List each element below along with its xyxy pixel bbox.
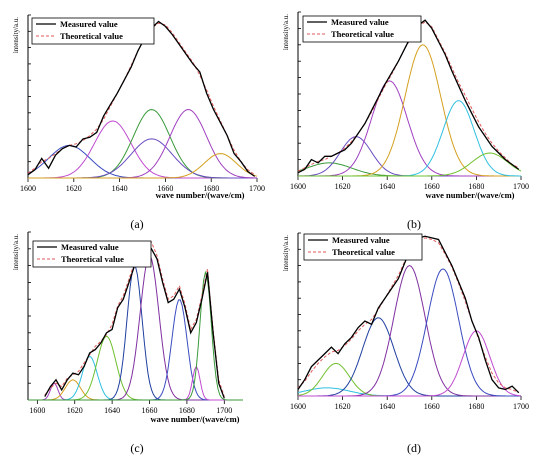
legend-box [303,233,423,261]
x-tick-label: 1660 [142,406,158,415]
y-axis-label: intensity/a.u. [12,17,20,53]
x-tick-label: 1640 [379,182,395,191]
y-axis-label: intensity/a.u. [12,234,20,270]
x-tick-label: 1660 [424,182,440,191]
chart-panel-0: 1600 1620 1640 1660 1680 1700 intensity/a.u. wa… [12,14,265,231]
legend-label-theoretical: Theoretical value [331,29,394,39]
x-tick-label: 1620 [335,402,351,411]
theoretical-line [27,22,255,176]
x-tick-label: 1660 [424,402,440,411]
x-tick-label: 1600 [20,184,36,193]
fit-peak [298,265,521,397]
legend-box [32,240,152,268]
legend-box [31,17,155,45]
fit-peak [28,254,243,401]
legend-box [302,15,422,43]
fit-peak [298,268,521,397]
x-tick-label: 1640 [112,184,128,193]
fit-peak [28,356,243,401]
x-tick-label: 1600 [290,182,306,191]
chart-panel-3: 1600 1620 1640 1660 1680 1700 intensity/a.u. (d… [282,232,529,455]
fit-peak [27,144,257,179]
legend: Measured value Theoretical value [303,233,423,261]
chart-panel-1: 1600 1620 1640 1660 1680 1700 intensity/a.u. wa… [282,11,529,231]
legend: Measured value Theoretical value [31,17,155,45]
fit-peak [28,108,257,179]
x-tick-label: 1640 [379,402,395,411]
legend: Measured value Theoretical value [302,15,422,43]
x-tick-label: 1640 [104,406,120,415]
x-axis-label: wave number/(wave/cm) [426,190,515,200]
fit-peak [28,335,243,401]
x-tick-label: 1680 [203,184,219,193]
theoretical-line [297,21,520,172]
legend-label-theoretical: Theoretical value [60,31,123,41]
fit-peak [28,379,243,401]
x-tick-label: 1600 [290,402,306,411]
x-tick-label: 1680 [468,182,484,191]
x-tick-label: 1620 [67,406,83,415]
x-axis-label: wave number/(wave/cm) [156,190,245,200]
fit-peak [28,153,258,179]
legend-label-measured: Measured value [61,242,119,252]
legend: Measured value Theoretical value [32,240,152,268]
panel-label: (a) [130,217,143,231]
fit-peak [298,317,521,397]
fit-peak [298,152,522,177]
chart-panel-2: 1600 1620 1640 1660 1680 1700 intensity/a.u. wa… [12,231,243,455]
legend-label-measured: Measured value [60,19,118,29]
x-tick-label: 1680 [468,402,484,411]
panel-label: (c) [130,441,143,455]
fit-peak [298,330,522,397]
x-tick-label: 1700 [513,182,529,191]
x-tick-label: 1700 [513,402,529,411]
panel-label: (b) [407,217,421,231]
x-tick-label: 1700 [249,184,265,193]
y-axis-label: intensity/a.u. [282,235,290,271]
y-axis-label: intensity/a.u. [282,14,290,50]
x-tick-label: 1660 [157,184,173,193]
x-tick-label: 1700 [216,406,232,415]
x-tick-label: 1620 [66,184,82,193]
x-axis-label: wave number/(wave/cm) [151,414,240,424]
measured-line [44,247,225,399]
fit-peak [28,265,243,401]
legend-label-theoretical: Theoretical value [61,254,124,264]
x-tick-label: 1680 [179,406,195,415]
x-tick-label: 1600 [29,406,45,415]
theoretical-line [297,237,520,394]
fit-peak [28,270,243,401]
legend-label-measured: Measured value [331,17,389,27]
panel-label: (d) [407,441,421,455]
x-tick-label: 1620 [335,182,351,191]
legend-label-theoretical: Theoretical value [332,247,395,257]
legend-label-measured: Measured value [332,235,390,245]
fit-peak [28,138,257,179]
fit-peak [28,109,257,179]
